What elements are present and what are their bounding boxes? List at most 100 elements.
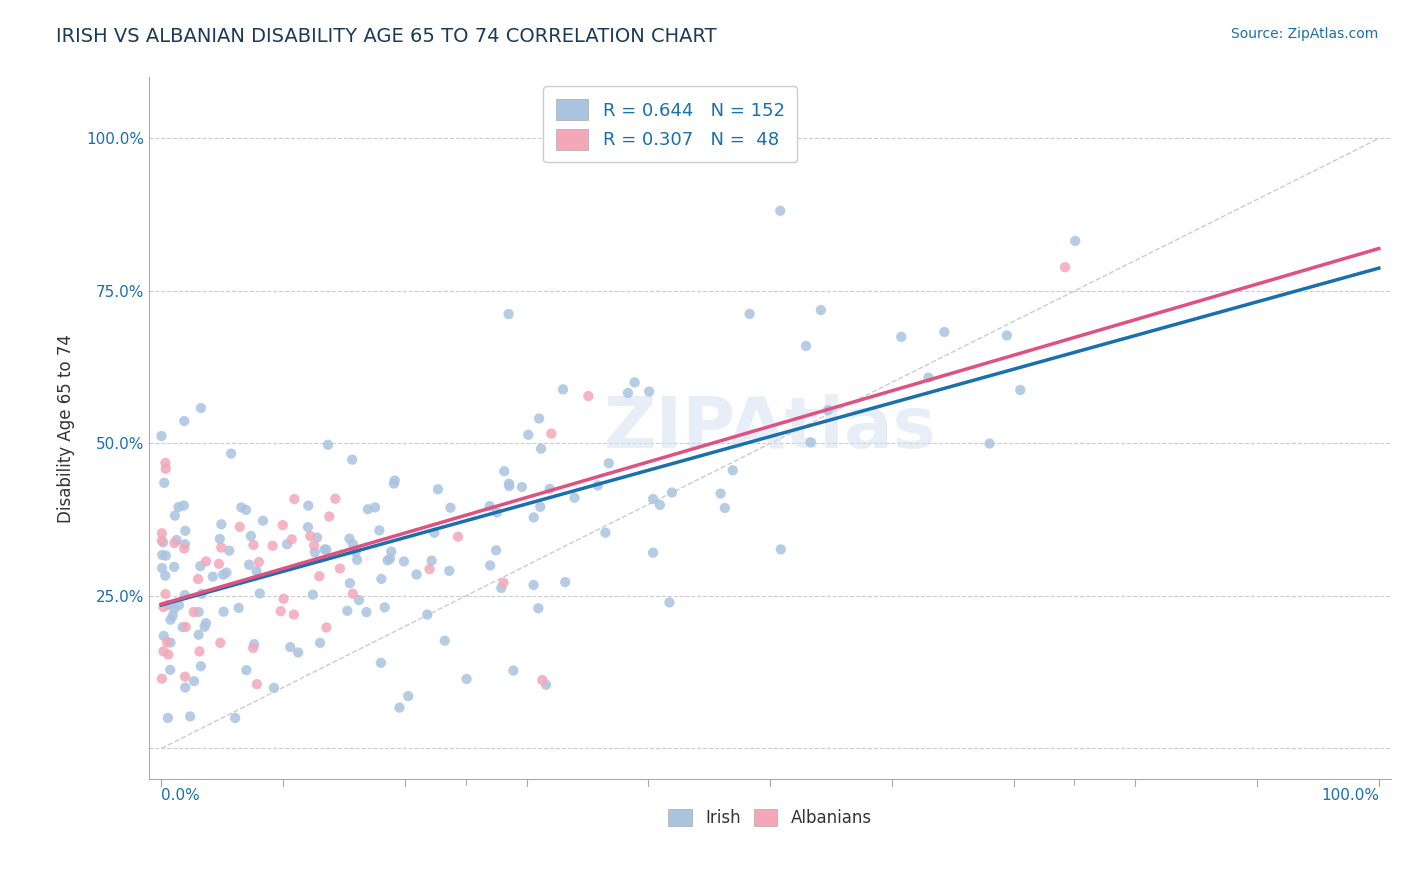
Point <box>502 664 524 678</box>
Point <box>423 525 446 540</box>
Point <box>173 499 195 513</box>
Point <box>263 681 285 695</box>
Point <box>658 595 681 609</box>
Point <box>416 607 439 622</box>
Point <box>235 503 257 517</box>
Point <box>523 578 546 592</box>
Point <box>721 463 744 477</box>
Point <box>179 709 201 723</box>
Point <box>769 542 792 557</box>
Point <box>498 307 520 321</box>
Point <box>1010 383 1032 397</box>
Point <box>357 502 380 516</box>
Point <box>283 492 305 507</box>
Point <box>209 517 232 532</box>
Point <box>228 520 250 534</box>
Point <box>245 564 267 578</box>
Point <box>273 591 295 606</box>
Point <box>218 543 240 558</box>
Point <box>380 544 402 558</box>
Point <box>329 561 352 575</box>
Point <box>370 572 392 586</box>
Point <box>638 384 661 399</box>
Point <box>276 537 298 551</box>
Point <box>934 325 956 339</box>
Point <box>491 581 513 595</box>
Point <box>342 537 364 551</box>
Point <box>485 543 508 558</box>
Point <box>194 620 217 634</box>
Point <box>342 452 364 467</box>
Y-axis label: Disability Age 65 to 74: Disability Age 65 to 74 <box>58 334 75 523</box>
Point <box>564 491 586 505</box>
Point <box>979 436 1001 450</box>
Point <box>531 673 554 687</box>
Point <box>529 500 551 514</box>
Point <box>215 566 238 580</box>
Point <box>209 541 232 555</box>
Point <box>534 678 557 692</box>
Point <box>479 558 502 573</box>
Point <box>388 700 411 714</box>
Point <box>270 604 292 618</box>
Text: Source: ZipAtlas.com: Source: ZipAtlas.com <box>1230 27 1378 41</box>
Point <box>155 587 177 601</box>
Point <box>174 681 197 695</box>
Point <box>540 426 562 441</box>
Point <box>576 389 599 403</box>
Point <box>209 636 232 650</box>
Point <box>302 538 325 552</box>
Point <box>1053 260 1076 275</box>
Point <box>283 607 305 622</box>
Point <box>150 429 173 443</box>
Point <box>316 438 339 452</box>
Point <box>527 411 550 425</box>
Point <box>208 532 231 546</box>
Point <box>172 620 194 634</box>
Point <box>150 526 173 541</box>
Point <box>201 569 224 583</box>
Point <box>163 602 186 616</box>
Point <box>643 491 665 506</box>
Point <box>498 476 520 491</box>
Point <box>364 500 387 515</box>
Point <box>159 663 181 677</box>
Point <box>156 711 179 725</box>
Point <box>308 569 330 583</box>
Point <box>439 564 461 578</box>
Point <box>231 500 253 515</box>
Point <box>710 486 733 500</box>
Point <box>152 629 174 643</box>
Point <box>155 568 177 582</box>
Legend: Irish, Albanians: Irish, Albanians <box>662 802 879 834</box>
Point <box>405 567 427 582</box>
Point <box>191 587 214 601</box>
Point <box>890 330 912 344</box>
Point <box>163 508 186 523</box>
Point <box>167 500 190 514</box>
Point <box>447 530 470 544</box>
Point <box>370 656 392 670</box>
Point <box>242 640 264 655</box>
Point <box>598 456 620 470</box>
Point <box>478 499 501 513</box>
Point <box>498 479 520 493</box>
Point <box>617 386 640 401</box>
Point <box>188 559 211 574</box>
Point <box>382 476 405 491</box>
Point <box>641 546 664 560</box>
Point <box>494 464 516 478</box>
Point <box>769 203 792 218</box>
Point <box>1064 234 1087 248</box>
Point <box>167 598 190 612</box>
Point <box>530 442 553 456</box>
Point <box>342 587 364 601</box>
Point <box>433 633 456 648</box>
Point <box>554 575 576 590</box>
Point <box>810 303 832 318</box>
Point <box>219 446 242 460</box>
Point <box>190 659 212 673</box>
Point <box>817 403 839 417</box>
Point <box>538 482 561 496</box>
Point <box>150 672 173 686</box>
